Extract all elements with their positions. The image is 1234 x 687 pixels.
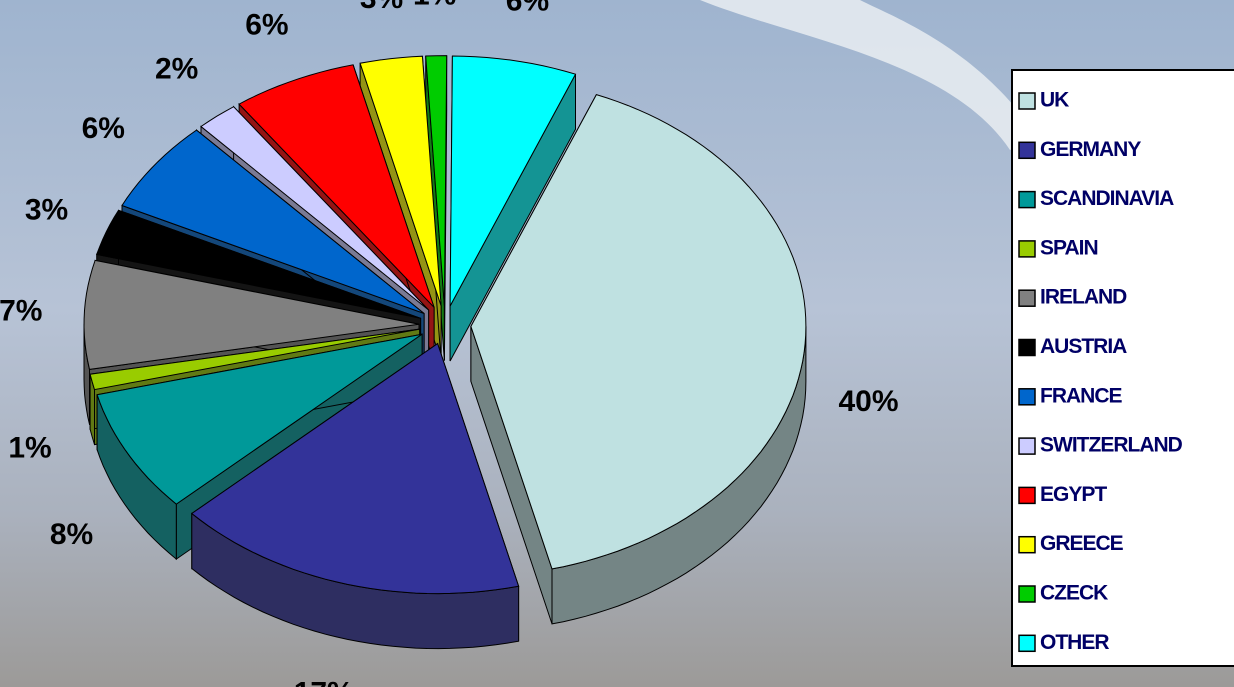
legend-swatch — [1018, 437, 1036, 455]
data-label: 2% — [155, 52, 198, 85]
legend-label: UK — [1040, 89, 1069, 112]
pie-slice — [190, 342, 520, 650]
slice-top — [238, 64, 435, 308]
slice-top — [449, 55, 577, 307]
slice-top — [200, 106, 429, 311]
legend-label: IRELAND — [1040, 286, 1127, 309]
legend-label: OTHER — [1040, 631, 1109, 654]
legend-swatch — [1018, 338, 1036, 357]
data-label: 6% — [245, 9, 288, 42]
legend-swatch — [1018, 190, 1036, 209]
data-label: 7% — [0, 294, 42, 327]
legend-swatch — [1018, 240, 1036, 258]
legend-swatch — [1018, 141, 1036, 160]
slice-top — [190, 342, 520, 595]
legend-swatch — [1018, 585, 1036, 603]
data-label: 1% — [413, 0, 456, 12]
legend-label: CZECK — [1040, 582, 1108, 605]
legend-swatch — [1018, 92, 1036, 110]
pie-slice — [470, 93, 807, 625]
data-label: 3% — [360, 0, 403, 15]
legend-label: SWITZERLAND — [1040, 434, 1183, 457]
data-label: 8% — [50, 518, 93, 551]
slice-top — [425, 55, 448, 306]
legend-swatch — [1018, 535, 1036, 554]
slice-top — [96, 209, 421, 319]
slice-top — [121, 129, 425, 314]
data-label: 6% — [506, 0, 549, 18]
legend-label: GERMANY — [1040, 138, 1141, 161]
plane-wing — [700, 0, 1040, 150]
legend-label: FRANCE — [1040, 384, 1122, 407]
data-label: 6% — [82, 112, 125, 145]
legend-swatch — [1018, 388, 1036, 406]
legend-label: AUSTRIA — [1040, 335, 1127, 358]
legend-swatch — [1018, 634, 1036, 653]
legend-box — [1011, 69, 1234, 667]
pie-slice — [449, 55, 577, 362]
slice-top — [96, 333, 423, 505]
legend-swatch — [1018, 289, 1036, 307]
legend-label: GREECE — [1040, 532, 1124, 555]
data-label: 3% — [25, 193, 68, 226]
data-label: 40% — [838, 385, 898, 418]
slice-top — [359, 55, 442, 306]
legend-label: SPAIN — [1040, 236, 1098, 259]
slice-top — [89, 328, 420, 391]
data-label: 1% — [8, 431, 51, 464]
legend-label: SCANDINAVIA — [1040, 187, 1174, 210]
legend-label: EGYPT — [1040, 483, 1107, 506]
legend-swatch — [1018, 486, 1036, 505]
slice-top — [83, 259, 420, 370]
data-label: 17% — [294, 677, 354, 687]
slice-top — [470, 93, 807, 570]
